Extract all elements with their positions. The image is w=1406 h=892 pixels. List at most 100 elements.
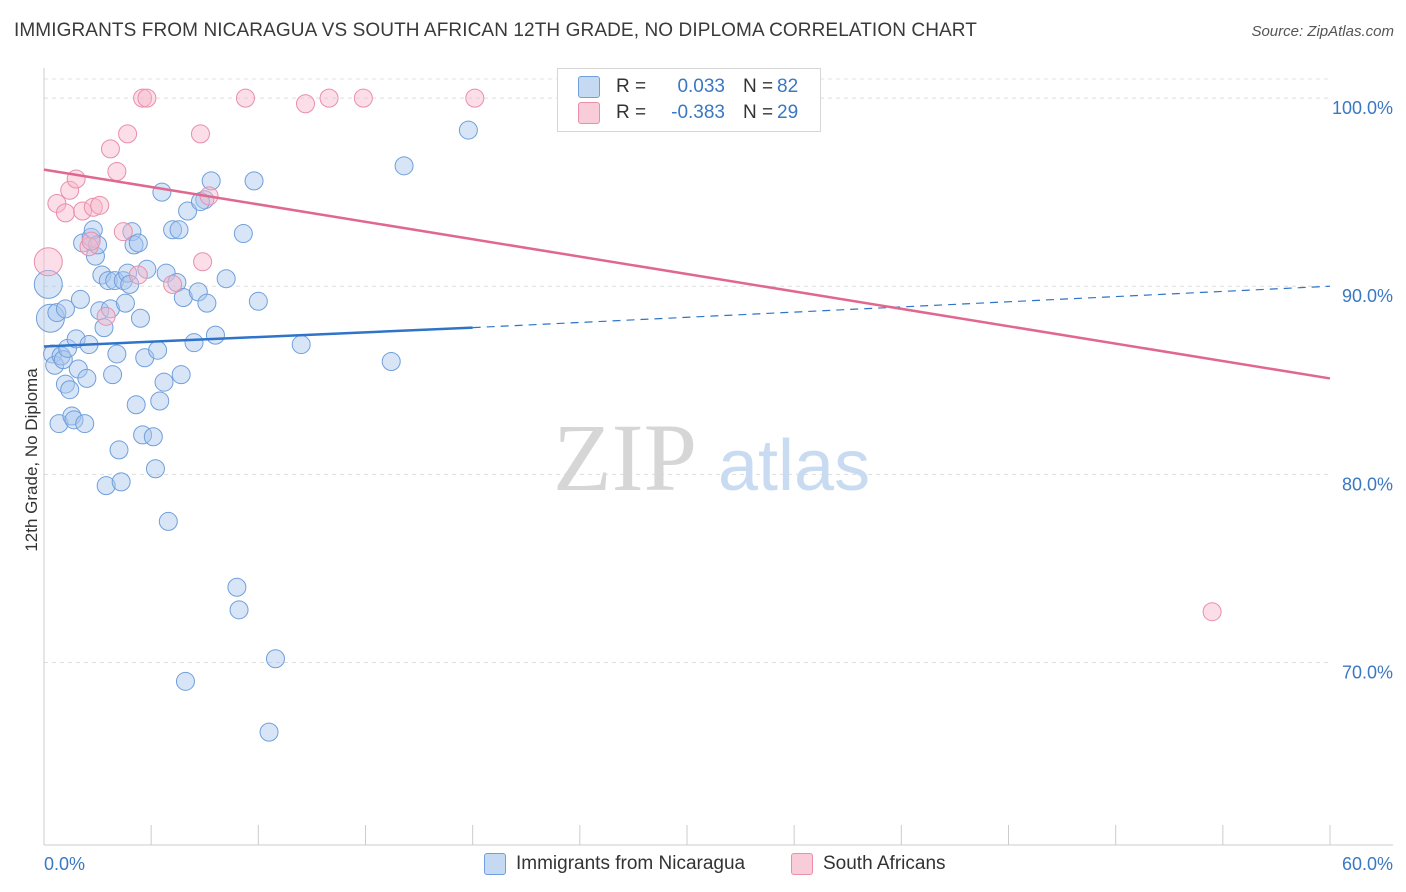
legend-swatch-pink bbox=[578, 102, 600, 124]
south-africans-point bbox=[81, 231, 101, 251]
legend-r-value: -0.383 bbox=[671, 102, 725, 123]
south-africans-point bbox=[133, 88, 153, 108]
nicaragua-point bbox=[77, 368, 97, 388]
nicaragua-point bbox=[169, 220, 189, 240]
nicaragua-point bbox=[103, 365, 123, 385]
nicaragua-point bbox=[75, 414, 95, 434]
south-africans-point bbox=[295, 94, 315, 114]
south-africans-point bbox=[33, 247, 63, 277]
nicaragua-point bbox=[184, 333, 204, 353]
legend-n-value: 29 bbox=[777, 102, 799, 123]
chart-title: IMMIGRANTS FROM NICARAGUA VS SOUTH AFRIC… bbox=[14, 20, 977, 41]
nicaragua-point bbox=[126, 395, 146, 415]
south-africans-point bbox=[60, 180, 80, 200]
south-africans-point bbox=[128, 265, 148, 285]
nicaragua-point bbox=[197, 293, 217, 313]
south-africans-point bbox=[137, 88, 157, 108]
nicaragua-point bbox=[259, 722, 279, 742]
south-africans-point bbox=[1202, 602, 1222, 622]
nicaragua-point bbox=[66, 329, 86, 349]
nicaragua-trend-extension bbox=[472, 285, 1331, 329]
south-africans-point bbox=[190, 124, 210, 144]
south-africans-point bbox=[113, 222, 133, 242]
legend-row-nicaragua: R = 0.033 N = 82 bbox=[578, 74, 798, 100]
south-africans-point bbox=[55, 203, 75, 223]
y-tick-label: 100.0% bbox=[1332, 98, 1393, 118]
legend-r-label: R = bbox=[616, 76, 647, 97]
south-africans-point bbox=[163, 274, 183, 294]
nicaragua-point bbox=[175, 671, 195, 691]
watermark-atlas: atlas bbox=[718, 426, 870, 506]
x-tick-label: 60.0% bbox=[1342, 854, 1393, 874]
y-tick-label: 80.0% bbox=[1342, 474, 1393, 494]
nicaragua-point bbox=[143, 427, 163, 447]
series-legend-nicaragua: Immigrants from Nicaragua bbox=[484, 853, 745, 875]
y-tick-label: 70.0% bbox=[1342, 663, 1393, 683]
nicaragua-trend-line bbox=[43, 326, 473, 348]
south-africans-point bbox=[100, 139, 120, 159]
south-africans-point bbox=[118, 124, 138, 144]
nicaragua-point bbox=[158, 511, 178, 531]
nicaragua-point bbox=[154, 372, 174, 392]
nicaragua-point bbox=[233, 224, 253, 244]
nicaragua-point bbox=[458, 120, 478, 140]
series-legend: Immigrants from Nicaragua South Africans bbox=[0, 853, 1406, 877]
series-swatch-blue bbox=[484, 853, 506, 875]
nicaragua-point bbox=[205, 325, 225, 345]
nicaragua-point bbox=[53, 350, 73, 370]
watermark-zip: ZIP bbox=[553, 404, 697, 511]
nicaragua-point bbox=[227, 577, 247, 597]
legend-r-value: 0.033 bbox=[677, 76, 725, 97]
nicaragua-point bbox=[115, 293, 135, 313]
nicaragua-point bbox=[128, 233, 148, 253]
nicaragua-point bbox=[173, 288, 193, 308]
nicaragua-point bbox=[229, 600, 249, 620]
nicaragua-point bbox=[381, 351, 401, 371]
legend-n-label: N = bbox=[743, 76, 774, 97]
nicaragua-point bbox=[98, 271, 118, 291]
nicaragua-point bbox=[96, 476, 116, 496]
nicaragua-point bbox=[64, 410, 84, 430]
south-africans-point bbox=[193, 252, 213, 272]
nicaragua-point bbox=[265, 649, 285, 669]
series-legend-south-africans: South Africans bbox=[791, 853, 946, 875]
nicaragua-point bbox=[70, 289, 90, 309]
nicaragua-point bbox=[178, 201, 198, 221]
nicaragua-point bbox=[216, 269, 236, 289]
tick-labels: 100.0% 90.0% 80.0% 70.0% 0.0% 60.0% bbox=[44, 98, 1393, 874]
south-africans-point bbox=[319, 88, 339, 108]
stats-legend: R = 0.033 N = 82 R = -0.383 N = 29 bbox=[557, 68, 821, 132]
nicaragua-point bbox=[60, 380, 80, 400]
south-africans-point bbox=[83, 197, 103, 217]
legend-row-south-africans: R = -0.383 N = 29 bbox=[578, 100, 798, 126]
nicaragua-point bbox=[107, 344, 127, 364]
legend-n-label: N = bbox=[743, 102, 774, 123]
series-swatch-pink bbox=[791, 853, 813, 875]
gridlines bbox=[44, 78, 1330, 664]
nicaragua-point bbox=[150, 391, 170, 411]
south-africans-point bbox=[96, 306, 116, 326]
nicaragua-point bbox=[130, 308, 150, 328]
trend-lines bbox=[43, 168, 1331, 380]
legend-swatch-blue bbox=[578, 76, 600, 98]
series-legend-label: South Africans bbox=[823, 853, 946, 874]
axes bbox=[43, 68, 1393, 846]
x-tick-label: 0.0% bbox=[44, 854, 85, 874]
nicaragua-point bbox=[55, 299, 75, 319]
y-tick-label: 90.0% bbox=[1342, 286, 1393, 306]
south-africans-point bbox=[235, 88, 255, 108]
legend-n-value: 82 bbox=[777, 76, 799, 97]
nicaragua-point bbox=[156, 263, 176, 283]
south-africans-point bbox=[90, 195, 110, 215]
nicaragua-point bbox=[248, 291, 268, 311]
south-africans-point bbox=[353, 88, 373, 108]
nicaragua-point bbox=[33, 269, 63, 299]
nicaragua-point bbox=[163, 220, 183, 240]
legend-r-label: R = bbox=[616, 102, 647, 123]
south-africans-trend-line bbox=[43, 168, 1331, 380]
nicaragua-point bbox=[109, 440, 129, 460]
y-axis-label: 12th Grade, No Diploma bbox=[22, 368, 41, 552]
nicaragua-point bbox=[244, 171, 264, 191]
south-africans-point bbox=[465, 88, 485, 108]
